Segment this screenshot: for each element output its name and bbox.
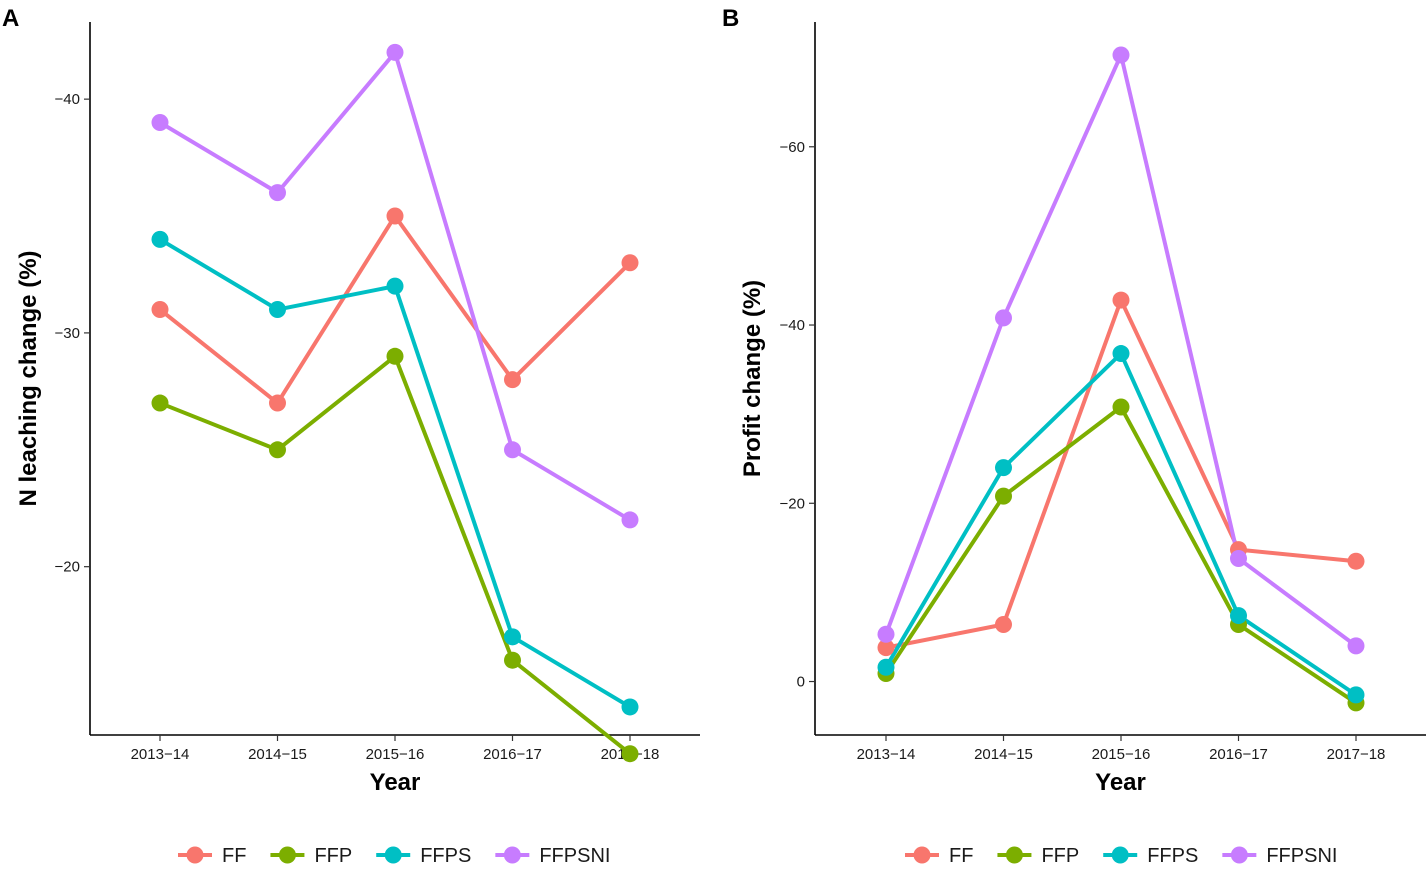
data-point-ff xyxy=(621,254,639,272)
data-point-ff xyxy=(877,639,895,657)
legend-label: FFP xyxy=(314,845,352,867)
series-line-ff xyxy=(158,214,632,406)
data-point-ffps xyxy=(1230,607,1247,625)
legend-label: FFPSNI xyxy=(1266,845,1337,867)
data-point-ffps xyxy=(504,628,521,646)
x-tick-label: 2014−15 xyxy=(248,746,307,763)
legend-marker xyxy=(1005,846,1023,864)
data-point-ffpsni xyxy=(151,114,169,132)
chart-panel-b: B 0 −20 −40 −60 2013−14 2014−15 2015−16 2016−17 2… xyxy=(722,5,1426,867)
data-point-ffps xyxy=(995,459,1012,477)
y-axis-title: N leaching change (%) xyxy=(15,250,42,506)
legend-item-ff: FF xyxy=(905,845,973,867)
data-point-ffp xyxy=(995,487,1012,505)
y-tick-label: −60 xyxy=(780,139,805,156)
x-tick-label: 2013−14 xyxy=(857,746,916,763)
y-tick-label: −40 xyxy=(780,317,805,334)
data-point-ffpsni xyxy=(877,625,895,643)
data-point-ffp xyxy=(269,441,286,459)
y-tick-label: −20 xyxy=(780,495,805,512)
y-tick-label: 0 xyxy=(797,674,805,691)
chart-panel-a: A−40−30−202013−142014−152015−162016−1720… xyxy=(2,5,700,867)
legend-item-ffp: FFP xyxy=(997,845,1079,867)
legend: FF FFP FFPS FFPSNI xyxy=(178,845,610,867)
data-point-ffpsni xyxy=(1112,46,1130,64)
data-point-ffpsni xyxy=(386,43,404,61)
x-tick-label: 2013−14 xyxy=(131,746,190,763)
legend-item-ffpsni: FFPSNI xyxy=(495,845,610,867)
legend-marker xyxy=(278,846,296,864)
legend-item-ffps: FFPS xyxy=(1103,845,1198,867)
x-tick-label: 2016−17 xyxy=(1209,746,1268,763)
legend-item-ff: FF xyxy=(178,845,246,867)
legend-marker xyxy=(503,846,521,864)
legend-marker xyxy=(384,846,402,864)
data-point-ff xyxy=(1112,291,1130,309)
y-tick-label: −40 xyxy=(55,91,80,108)
y-tick-label: −30 xyxy=(55,325,80,342)
data-point-ffps xyxy=(269,301,286,319)
panel-label: A xyxy=(2,5,19,32)
x-tick-label: 2014−15 xyxy=(974,746,1033,763)
data-point-ff xyxy=(269,394,286,412)
data-point-ffps xyxy=(1112,345,1130,363)
data-point-ffpsni xyxy=(504,441,521,459)
data-point-ffp xyxy=(386,347,404,365)
data-point-ffps xyxy=(1347,686,1365,704)
x-tick-label: 2015−16 xyxy=(366,746,425,763)
data-point-ffpsni xyxy=(1347,637,1365,655)
panel-label: B xyxy=(722,5,739,32)
series-line-ffps xyxy=(158,237,632,709)
data-point-ffpsni xyxy=(269,184,286,202)
legend-label: FFPS xyxy=(420,845,471,867)
legend-label: FFP xyxy=(1041,845,1079,867)
data-point-ffpsni xyxy=(621,511,639,529)
data-point-ffps xyxy=(621,698,639,716)
x-tick-label: 2016−17 xyxy=(483,746,542,763)
legend-label: FFPS xyxy=(1147,845,1198,867)
data-point-ffps xyxy=(877,658,895,676)
x-axis-title: Year xyxy=(1095,769,1146,796)
data-point-ffps xyxy=(151,230,169,248)
legend-label: FF xyxy=(222,845,246,867)
data-point-ffpsni xyxy=(995,309,1012,327)
y-tick-label: −20 xyxy=(55,559,80,576)
legend: FF FFP FFPS FFPSNI xyxy=(905,845,1337,867)
legend-marker xyxy=(186,846,204,864)
legend-item-ffp: FFP xyxy=(270,845,352,867)
x-tick-label: 2017−18 xyxy=(1327,746,1386,763)
data-point-ff xyxy=(504,371,521,389)
x-tick-label: 2015−16 xyxy=(1092,746,1151,763)
data-point-ffps xyxy=(386,277,404,295)
data-point-ffpsni xyxy=(1230,550,1247,568)
legend-marker xyxy=(1111,846,1129,864)
y-axis-title: Profit change (%) xyxy=(739,280,766,477)
data-point-ff xyxy=(1347,552,1365,570)
legend-item-ffpsni: FFPSNI xyxy=(1222,845,1337,867)
legend-label: FFPSNI xyxy=(539,845,610,867)
data-point-ff xyxy=(386,207,404,225)
legend-marker xyxy=(913,846,931,864)
data-point-ffp xyxy=(621,745,639,763)
legend-marker xyxy=(1230,846,1248,864)
data-point-ffp xyxy=(151,394,169,412)
x-axis-title: Year xyxy=(370,769,421,796)
data-point-ffp xyxy=(1112,398,1130,416)
series-line-ffp xyxy=(159,354,632,756)
legend-item-ffps: FFPS xyxy=(376,845,471,867)
data-point-ff xyxy=(151,301,169,319)
data-point-ffp xyxy=(504,651,521,669)
legend-label: FF xyxy=(949,845,973,867)
data-point-ff xyxy=(995,615,1012,633)
